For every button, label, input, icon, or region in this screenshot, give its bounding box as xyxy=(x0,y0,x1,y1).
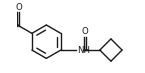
Text: O: O xyxy=(82,27,88,36)
Text: NH: NH xyxy=(77,46,90,55)
Text: O: O xyxy=(15,3,22,12)
